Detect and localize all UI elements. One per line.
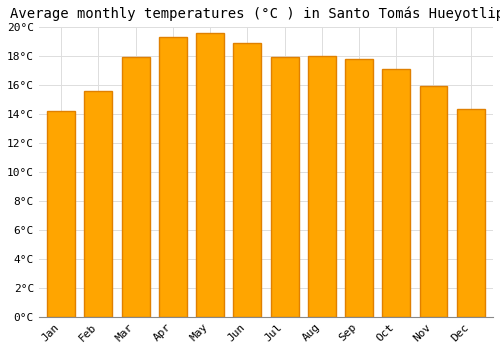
Bar: [47, 111, 75, 317]
Bar: [122, 57, 150, 317]
Title: Average monthly temperatures (°C ) in Santo Tomás Hueyotlipan: Average monthly temperatures (°C ) in Sa…: [10, 7, 500, 21]
Bar: [457, 110, 484, 317]
Bar: [308, 56, 336, 317]
Bar: [270, 57, 298, 317]
Bar: [420, 86, 448, 317]
Bar: [345, 59, 373, 317]
Bar: [196, 33, 224, 317]
Bar: [234, 43, 262, 317]
Bar: [84, 91, 112, 317]
Bar: [159, 37, 187, 317]
Bar: [382, 69, 410, 317]
